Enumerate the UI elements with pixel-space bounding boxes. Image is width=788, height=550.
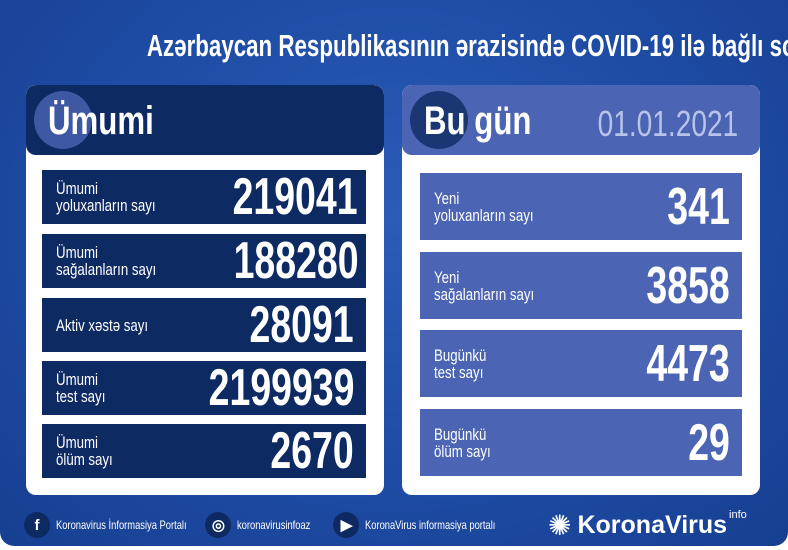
value: 29	[688, 413, 730, 472]
label: ölüm sayı	[56, 450, 113, 469]
value: 2670	[270, 422, 354, 480]
label: Ümumi	[56, 179, 98, 198]
stat-row: Ümumi yoluxanların sayı 219041	[42, 168, 366, 226]
value: 3858	[646, 256, 730, 315]
virus-icon	[34, 91, 92, 149]
total-panel: Ümumi Ümumi yoluxanların sayı 219041 Ümumi…	[26, 85, 384, 495]
total-title: Ümumi	[48, 99, 154, 143]
today-header: Bu gün 01.01.2021	[402, 85, 760, 155]
youtube-icon: ▶	[333, 512, 360, 538]
label: Ümumi	[56, 370, 98, 389]
stat-row: Yeni yoluxanların sayı 341	[420, 173, 742, 240]
label: Bugünkü	[434, 424, 487, 444]
facebook-link[interactable]: f Koronavirus İnformasiya Portalı	[24, 512, 223, 538]
label: Bugünkü	[434, 345, 487, 365]
stat-row: Bugünkü test sayı 4473	[420, 330, 742, 397]
label: Yeni	[434, 267, 460, 287]
date: 01.01.2021	[597, 103, 738, 144]
value: 188280	[233, 232, 359, 290]
stat-row: Ümumi sağalanların sayı 188280	[42, 232, 366, 290]
label: test sayı	[434, 362, 484, 382]
page-title: Azərbaycan Respublikasının ərazisində CO…	[146, 28, 788, 63]
facebook-icon: f	[24, 512, 50, 538]
instagram-link[interactable]: ◎ koronavirusinfoaz	[205, 512, 331, 538]
brand-logo: ✺ KoronaVirus info	[548, 509, 747, 542]
label: test sayı	[56, 387, 106, 406]
today-panel: Bu gün 01.01.2021 Yeni yoluxanların sayı 3…	[402, 85, 760, 495]
youtube-link[interactable]: ▶ KoronaVirus informasiya portalı	[333, 512, 532, 538]
stat-row: Ümumi ölüm sayı 2670	[42, 422, 366, 480]
label: ölüm sayı	[434, 441, 491, 461]
label: yoluxanların sayı	[56, 196, 156, 215]
value: 2199939	[208, 359, 354, 417]
value: 341	[667, 177, 730, 236]
label: yoluxanların sayı	[434, 205, 534, 225]
stat-row: Yeni sağalanların sayı 3858	[420, 252, 742, 319]
stat-row: Bugünkü ölüm sayı 29	[420, 409, 742, 476]
label: Yeni	[434, 188, 460, 208]
virus-icon	[410, 91, 468, 149]
label: Aktiv xəstə sayı	[56, 315, 149, 335]
sun-virus-icon: ✺	[548, 510, 572, 541]
footer: f Koronavirus İnformasiya Portalı ◎ korona…	[0, 505, 788, 545]
today-title: Bu gün	[424, 99, 532, 143]
youtube-label: KoronaVirus informasiya portalı	[365, 518, 496, 532]
value: 4473	[646, 334, 730, 393]
instagram-label: koronavirusinfoaz	[237, 518, 311, 532]
brand-sup: info	[729, 509, 747, 521]
label: sağalanların sayı	[56, 260, 157, 279]
facebook-label: Koronavirus İnformasiya Portalı	[56, 518, 187, 532]
label: Ümumi	[56, 243, 98, 262]
instagram-icon: ◎	[205, 512, 232, 538]
brand-name: KoronaVirus	[577, 511, 728, 539]
value: 219041	[232, 168, 358, 226]
total-header: Ümumi	[26, 85, 384, 155]
stat-row: Aktiv xəstə sayı 28091	[42, 296, 366, 354]
label: sağalanların sayı	[434, 284, 535, 304]
label: Ümumi	[56, 433, 98, 452]
value: 28091	[249, 296, 354, 354]
stat-row: Ümumi test sayı 2199939	[42, 359, 366, 417]
